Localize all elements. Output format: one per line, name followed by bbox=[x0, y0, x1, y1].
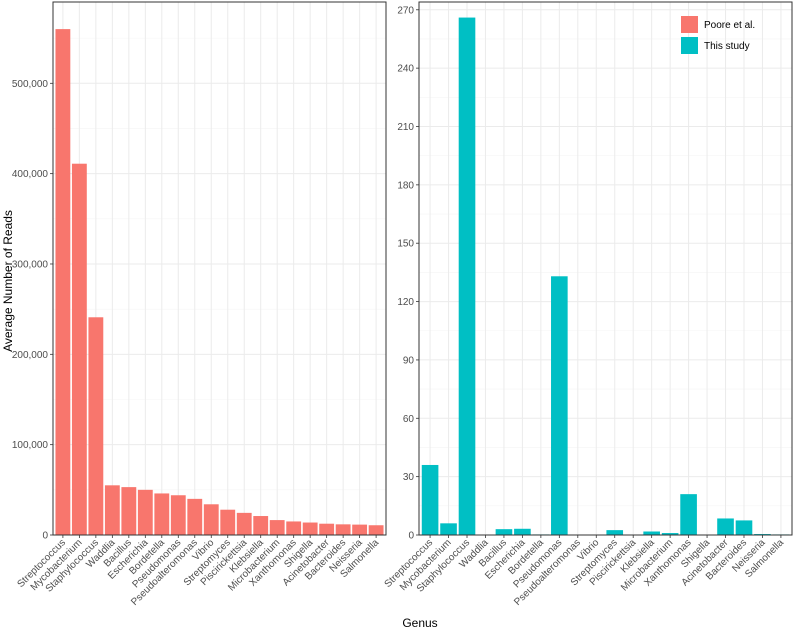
bar-shigella bbox=[302, 522, 318, 535]
bar-escherichia bbox=[514, 528, 531, 535]
y-tick-label: 0 bbox=[408, 531, 414, 542]
panel-background bbox=[53, 2, 386, 535]
bar-streptomyces bbox=[606, 530, 624, 535]
bar-streptomyces bbox=[220, 509, 236, 535]
legend: Poore et al. This study bbox=[681, 16, 755, 54]
y-tick-label: 120 bbox=[397, 297, 414, 308]
panel-background bbox=[419, 2, 792, 535]
bar-waddlia bbox=[104, 485, 120, 535]
bar-escherichia bbox=[137, 489, 153, 535]
bar-streptococcus bbox=[421, 464, 439, 535]
y-tick-label: 30 bbox=[403, 472, 415, 483]
panel-poore: 0100,000200,000300,000400,000500,000Stre… bbox=[12, 1, 387, 608]
bar-pseudomonas bbox=[551, 276, 568, 535]
y-tick-label: 60 bbox=[403, 414, 415, 425]
y-axis-title: Average Number of Reads bbox=[1, 210, 15, 352]
bar-microbacterium bbox=[661, 533, 679, 535]
y-tick-label: 150 bbox=[397, 239, 414, 250]
bar-bacteroides bbox=[335, 524, 351, 535]
bar-salmonella bbox=[368, 525, 384, 535]
legend-key-poore bbox=[681, 16, 698, 33]
y-tick-label: 200,000 bbox=[12, 350, 49, 361]
bar-mycobacterium bbox=[440, 523, 457, 535]
y-tick-label: 400,000 bbox=[12, 169, 49, 180]
panel-this-study: 0306090120150180210240270StreptococcusMy… bbox=[383, 1, 793, 608]
bar-neisseria bbox=[352, 524, 368, 535]
bar-streptococcus bbox=[55, 29, 71, 536]
legend-label-poore: Poore et al. bbox=[704, 20, 755, 31]
legend-key-this-study bbox=[681, 37, 698, 54]
bar-bordetella bbox=[154, 493, 170, 535]
y-tick-label: 210 bbox=[397, 122, 414, 133]
y-tick-label: 240 bbox=[397, 64, 414, 75]
bar-acinetobacter bbox=[717, 518, 734, 535]
bar-bacillus bbox=[121, 487, 137, 535]
bar-xanthomonas bbox=[286, 521, 302, 535]
bar-klebsiella bbox=[643, 531, 660, 535]
bar-vibrio bbox=[203, 504, 219, 535]
bar-klebsiella bbox=[253, 516, 269, 535]
y-tick-label: 90 bbox=[403, 355, 415, 366]
bar-microbacterium bbox=[269, 520, 285, 535]
panel-border bbox=[418, 1, 793, 536]
panel-border bbox=[52, 1, 387, 536]
bar-xanthomonas bbox=[680, 494, 697, 535]
legend-label-this-study: This study bbox=[704, 41, 750, 52]
y-tick-label: 500,000 bbox=[12, 79, 49, 90]
bar-bacillus bbox=[495, 529, 513, 535]
bar-staphylococcus bbox=[458, 17, 476, 535]
bar-piscirickettsia bbox=[236, 512, 252, 535]
bar-pseudoalteromonas bbox=[187, 498, 203, 535]
bar-mycobacterium bbox=[71, 163, 87, 535]
bar-bacteroides bbox=[735, 520, 753, 535]
y-tick-label: 300,000 bbox=[12, 259, 49, 270]
bar-pseudomonas bbox=[170, 495, 186, 535]
x-axis-title: Genus bbox=[402, 616, 437, 630]
bar-acinetobacter bbox=[319, 523, 335, 535]
y-tick-label: 100,000 bbox=[12, 440, 49, 451]
bar-staphylococcus bbox=[88, 317, 104, 535]
y-tick-label: 0 bbox=[42, 531, 48, 542]
y-tick-label: 270 bbox=[397, 5, 414, 16]
y-tick-label: 180 bbox=[397, 180, 414, 191]
